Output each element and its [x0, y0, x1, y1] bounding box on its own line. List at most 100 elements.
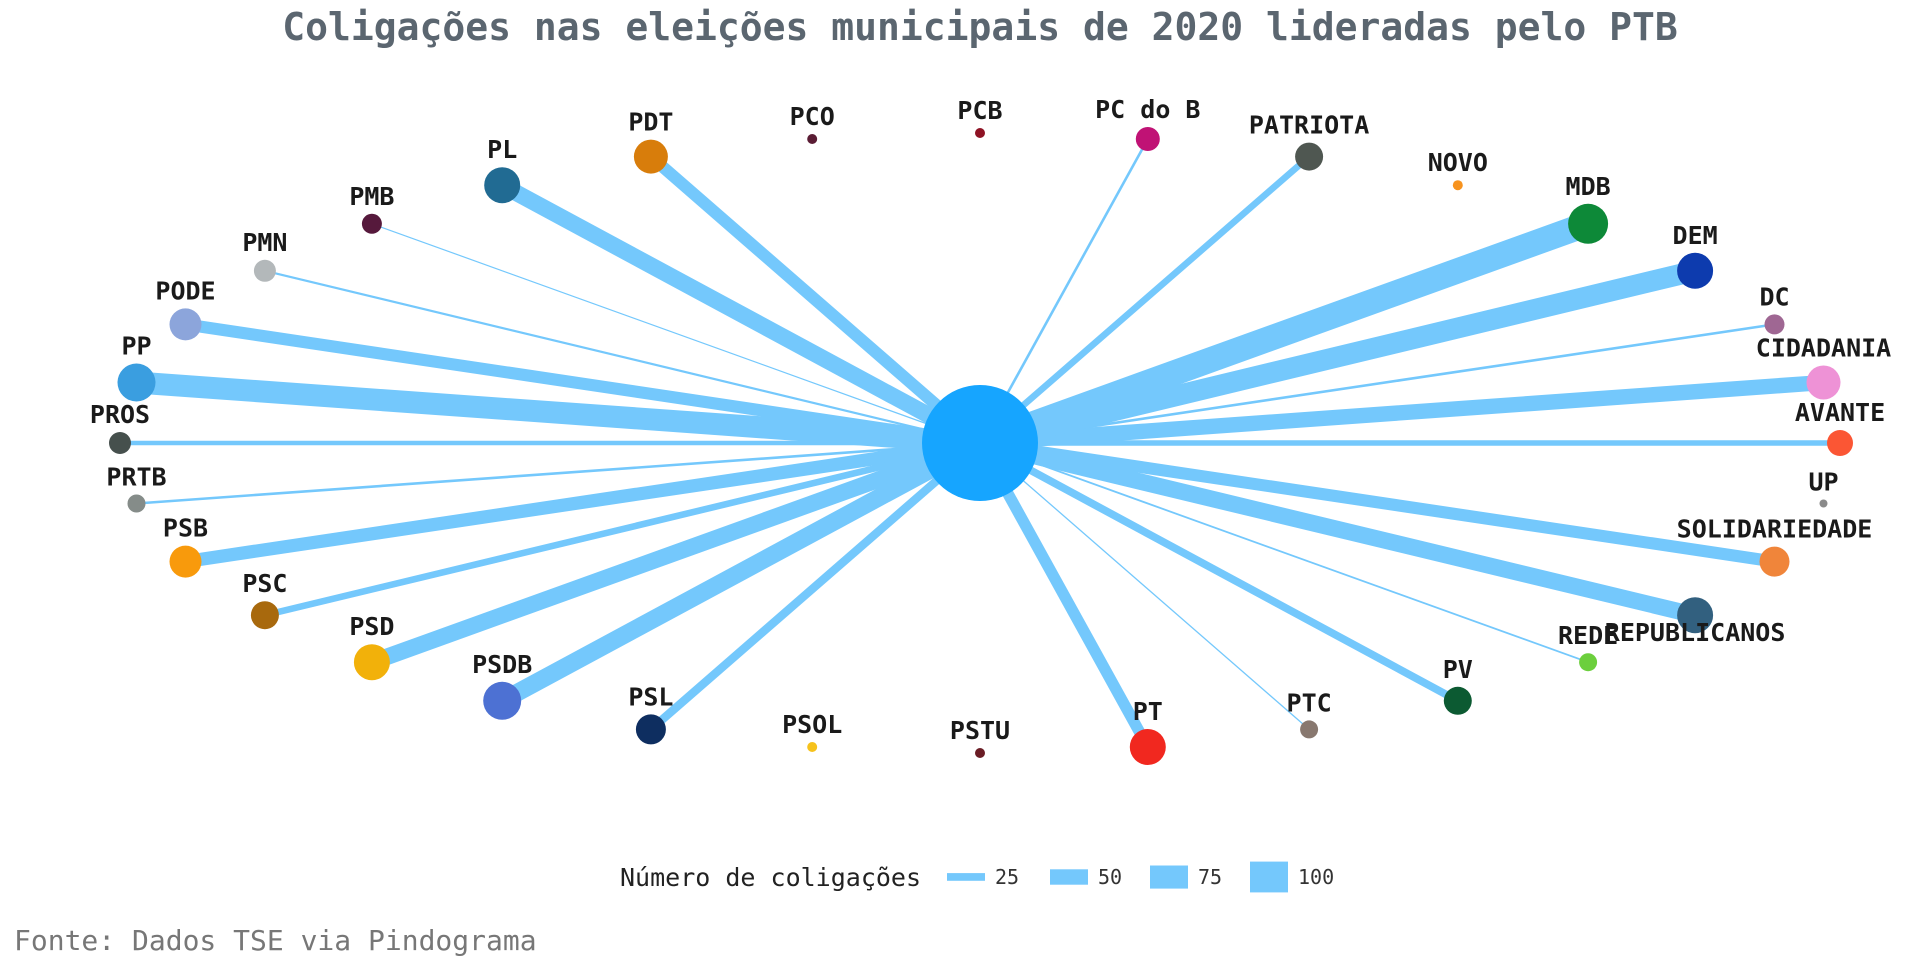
edges-layer: [120, 138, 1840, 750]
label-republicanos: REPUBLICANOS: [1605, 618, 1786, 647]
label-pco: PCO: [790, 102, 835, 131]
node-ptc: [1300, 720, 1319, 739]
edge-cidadania: [979, 374, 1825, 451]
node-psol: [807, 742, 818, 752]
center-node-layer: [922, 385, 1038, 501]
edge-psdb: [498, 435, 985, 709]
edge-psd: [369, 435, 983, 670]
label-pl: PL: [487, 135, 517, 164]
edge-psc: [264, 439, 981, 619]
node-pmb: [361, 213, 382, 234]
edge-pv: [978, 439, 1460, 705]
label-novo: NOVO: [1428, 148, 1488, 177]
node-pc-do-b: [1135, 127, 1160, 151]
legend-swatch-100: [1250, 861, 1288, 893]
node-pode: [169, 308, 202, 341]
label-cidadania: CIDADANIA: [1756, 334, 1891, 363]
node-up: [1819, 499, 1828, 508]
legend-swatch-50: [1050, 869, 1088, 885]
edge-pdt: [646, 152, 984, 448]
node-dc: [1764, 314, 1785, 335]
node-novo: [1452, 180, 1463, 191]
node-prtb: [127, 494, 146, 513]
nodes-layer: [109, 127, 1853, 765]
node-pv: [1443, 686, 1472, 715]
node-center-ptb: [922, 385, 1038, 501]
labels-layer: PROS PRTB PSB PSC PSD PSDB PSL PSOL PSTU PT PTC PV R…: [90, 95, 1891, 745]
edge-solidariedade: [979, 437, 1776, 568]
edge-dc: [979, 323, 1775, 445]
node-pmn: [253, 259, 276, 282]
edge-prtb: [136, 441, 981, 505]
label-pros: PROS: [90, 400, 150, 429]
edge-patriota: [977, 154, 1312, 446]
label-patriota: PATRIOTA: [1249, 111, 1369, 140]
node-psl: [635, 714, 666, 745]
label-dem: DEM: [1673, 221, 1718, 250]
edge-pmn: [264, 269, 981, 445]
node-psdb: [483, 681, 522, 720]
legend-swatch-25: [947, 873, 985, 881]
label-pcb: PCB: [957, 96, 1002, 125]
node-pros: [109, 432, 131, 454]
label-pstu: PSTU: [950, 716, 1010, 745]
edge-ptc: [979, 442, 1310, 730]
node-republicanos: [1677, 597, 1714, 634]
label-psd: PSD: [349, 612, 394, 641]
label-rede: REDE: [1558, 621, 1618, 650]
legend-tick-75: 75: [1198, 865, 1222, 889]
node-pp: [117, 363, 156, 402]
label-solidariedade: SOLIDARIEDADE: [1677, 515, 1873, 544]
node-pdt: [633, 139, 668, 174]
edge-pmb: [371, 223, 981, 444]
label-psc: PSC: [242, 569, 287, 598]
node-solidariedade: [1759, 546, 1790, 577]
label-pmn: PMN: [242, 228, 287, 257]
node-cidadania: [1806, 365, 1841, 400]
label-pmb: PMB: [349, 182, 394, 211]
legend-tick-50: 50: [1098, 865, 1122, 889]
edge-psb: [184, 436, 981, 569]
edge-psl: [648, 439, 983, 733]
node-psb: [169, 545, 202, 578]
label-pt: PT: [1133, 697, 1163, 726]
node-mdb: [1568, 203, 1609, 244]
label-psol: PSOL: [782, 710, 842, 739]
node-rede: [1579, 653, 1598, 672]
label-pp: PP: [121, 332, 151, 361]
legend-swatch-75: [1150, 865, 1188, 889]
label-mdb: MDB: [1566, 172, 1611, 201]
node-psc: [250, 601, 279, 630]
label-pc-do-b: PC do B: [1095, 95, 1200, 124]
edge-dem: [977, 260, 1698, 454]
node-pl: [484, 167, 521, 204]
edge-pl: [498, 177, 984, 451]
edge-mdb: [975, 211, 1593, 455]
edge-rede: [979, 442, 1589, 664]
edge-pp: [135, 371, 981, 454]
node-pstu: [975, 748, 985, 758]
label-psl: PSL: [628, 682, 673, 711]
label-psb: PSB: [163, 514, 208, 543]
legend-tick-25: 25: [995, 865, 1019, 889]
node-pcb: [975, 128, 985, 138]
edge-republicanos: [978, 434, 1698, 624]
node-avante: [1827, 430, 1853, 456]
label-pv: PV: [1443, 655, 1473, 684]
legend-tick-100: 100: [1298, 865, 1334, 889]
label-up: UP: [1808, 468, 1838, 497]
source-note: Fonte: Dados TSE via Pindograma: [14, 924, 537, 957]
label-pdt: PDT: [628, 108, 673, 137]
node-dem: [1677, 252, 1714, 289]
node-patriota: [1295, 142, 1324, 171]
label-ptc: PTC: [1287, 688, 1332, 717]
node-psd: [353, 644, 390, 681]
chart-title: Coligações nas eleições municipais de 20…: [282, 5, 1678, 49]
label-dc: DC: [1759, 282, 1789, 311]
legend-title: Número de coligações: [620, 863, 921, 892]
node-pco: [807, 134, 818, 144]
label-avante: AVANTE: [1795, 398, 1885, 427]
label-prtb: PRTB: [106, 463, 166, 492]
label-psdb: PSDB: [472, 650, 532, 679]
